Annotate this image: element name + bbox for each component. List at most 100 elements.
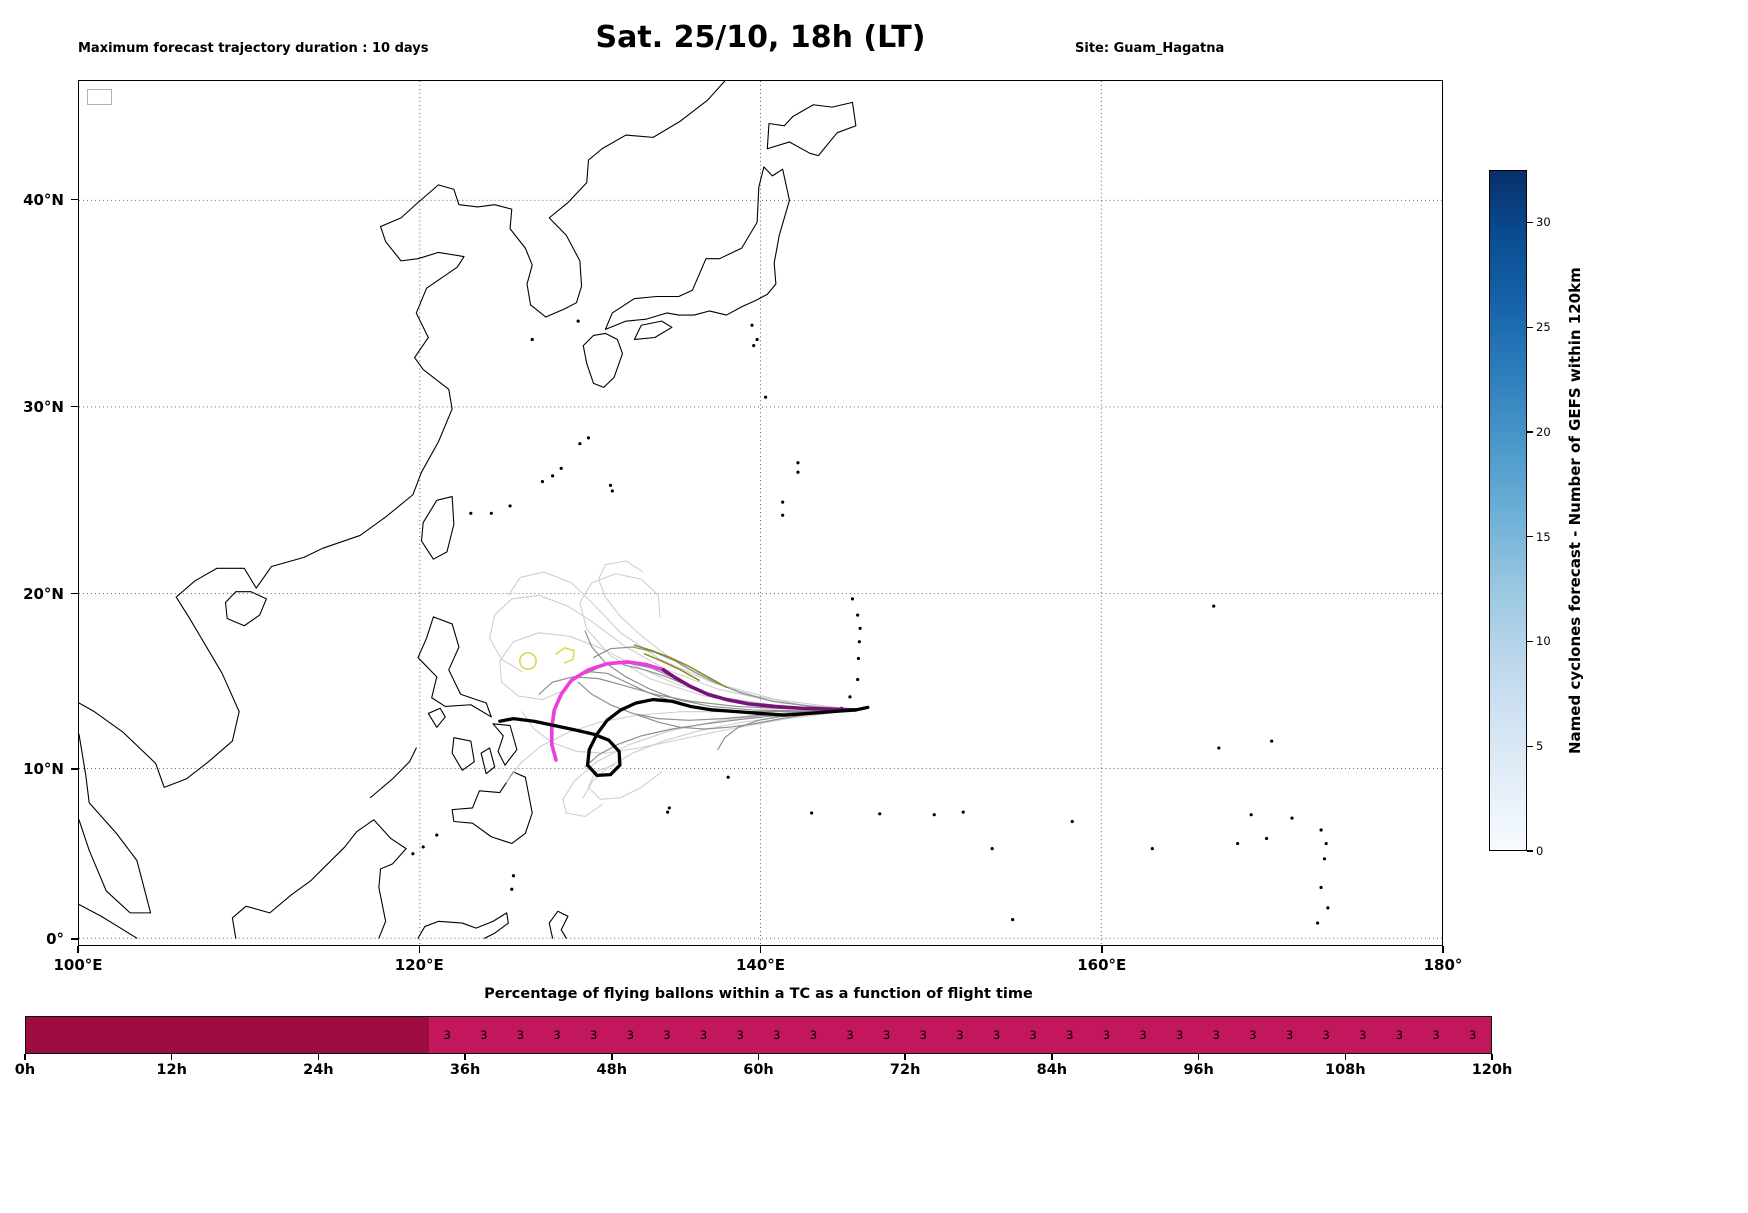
island-dot xyxy=(990,847,994,851)
island-dot xyxy=(511,874,516,878)
colorbar-tick-mark xyxy=(1527,640,1533,643)
bar-value-label: 3 xyxy=(1359,1028,1367,1042)
bar-tick-label: 108h xyxy=(1325,1062,1366,1078)
island-dot xyxy=(1249,813,1253,817)
island-dot xyxy=(559,466,563,470)
bar-tick-label: 12h xyxy=(156,1062,187,1078)
coastline-path xyxy=(492,723,518,766)
bar-value-label: 3 xyxy=(1176,1028,1184,1042)
bar-tick-label: 48h xyxy=(596,1062,628,1078)
coastline-path xyxy=(480,747,496,775)
bar-tick-label: 120h xyxy=(1471,1062,1513,1078)
island-dot xyxy=(750,323,754,327)
bar-value-label: 3 xyxy=(626,1028,634,1042)
lon-tick-label: 140°E xyxy=(735,956,786,974)
bar-value-label: 3 xyxy=(919,1028,927,1042)
coastline-path xyxy=(417,616,492,718)
coastline-path xyxy=(79,733,152,914)
island-dot xyxy=(1270,739,1274,743)
island-dot xyxy=(781,500,785,504)
bottom-bar-chart: 3 3 3 3 3 3 3 3 3 3 3 3 3 3 3 3 3 3 3 3 3 3 3 3 3 3 3 3 3 xyxy=(25,1016,1492,1054)
bar-value-label: 3 xyxy=(956,1028,964,1042)
island-dot xyxy=(848,695,852,699)
lon-tick-mark xyxy=(759,946,762,953)
colorbar-tick-mark xyxy=(1527,745,1533,747)
lat-tick-label: 40°N xyxy=(23,190,64,209)
bar-value-label: 3 xyxy=(1285,1028,1294,1042)
lon-tick-label: 100°E xyxy=(53,956,103,974)
bar-value-label: 3 xyxy=(846,1028,854,1042)
island-dot xyxy=(856,613,860,617)
trajectory-no-interception-light xyxy=(521,709,857,754)
island-dot xyxy=(1326,906,1330,910)
colorbar xyxy=(1489,170,1527,851)
island-dot xyxy=(810,811,814,815)
bar-tick-mark xyxy=(317,1054,320,1060)
lat-tick-mark xyxy=(71,938,78,940)
bar-tick-label: 96h xyxy=(1183,1062,1214,1078)
island-dot xyxy=(578,442,582,446)
bar-tick-mark xyxy=(757,1054,760,1060)
bar-tick-label: 36h xyxy=(449,1062,481,1078)
bar-value-label: 3 xyxy=(883,1028,891,1042)
bar-tick-mark xyxy=(24,1054,26,1060)
bar-value-label: 3 xyxy=(663,1028,671,1042)
coastline-path xyxy=(427,707,446,728)
colorbar-tick-mark xyxy=(1527,221,1533,223)
trajectory-trochoid-interception xyxy=(633,644,728,689)
bar-tick-mark xyxy=(1491,1054,1493,1060)
colorbar-label: Named cyclones forecast - Number of GEFS… xyxy=(1566,267,1584,754)
trajectory-no-interception xyxy=(538,676,857,711)
island-dot xyxy=(932,813,936,817)
island-dot xyxy=(508,504,512,508)
lat-tick-label: 30°N xyxy=(23,397,64,416)
coastline-path xyxy=(231,819,407,939)
yellow-loop-marker xyxy=(518,652,537,671)
island-dot xyxy=(763,395,768,399)
island-dot xyxy=(1322,857,1327,861)
bar-value-label: 3 xyxy=(590,1028,598,1042)
coastline-path xyxy=(79,81,726,788)
coastline-path xyxy=(417,912,509,939)
island-dot xyxy=(666,810,670,814)
bar-value-label: 3 xyxy=(1212,1028,1220,1042)
bar-tick-mark xyxy=(1051,1054,1053,1060)
island-dot xyxy=(551,474,555,478)
island-dot xyxy=(411,852,415,856)
island-dot xyxy=(857,640,861,644)
page-title: Sat. 25/10, 18h (LT) xyxy=(595,20,926,55)
coastline-path xyxy=(633,320,673,341)
colorbar-tick-label: 0 xyxy=(1536,844,1544,858)
lat-tick-label: 10°N xyxy=(23,760,64,779)
trajectory-no-interception-light xyxy=(507,571,857,711)
colorbar-tick-label: 10 xyxy=(1536,634,1551,649)
trajectory-trochoid-interception xyxy=(643,653,700,682)
island-dot xyxy=(796,470,800,474)
coastline-path xyxy=(451,771,533,845)
island-dot xyxy=(469,511,473,515)
bar-value-label: 3 xyxy=(1395,1028,1404,1042)
island-dot xyxy=(421,845,425,849)
island-dot xyxy=(1315,921,1320,925)
lat-tick-mark xyxy=(71,198,78,201)
colorbar-tick-mark xyxy=(1527,431,1533,433)
lon-tick-label: 120°E xyxy=(394,956,444,974)
island-dot xyxy=(1070,819,1074,824)
colorbar-tick-label: 30 xyxy=(1536,215,1551,230)
bar-tick-label: 60h xyxy=(743,1062,774,1078)
coastline-path xyxy=(582,332,624,388)
island-dot xyxy=(1236,841,1240,846)
colorbar-tick-label: 25 xyxy=(1536,320,1551,335)
trajectory-no-interception-light xyxy=(587,764,663,800)
lon-tick-mark xyxy=(77,946,79,953)
island-dot xyxy=(796,461,800,465)
bar-value-label: 3 xyxy=(736,1028,744,1042)
lat-tick-mark xyxy=(71,768,78,770)
island-dot xyxy=(1319,828,1323,832)
coastline-path xyxy=(604,166,791,330)
island-dot xyxy=(530,337,534,342)
island-dot xyxy=(510,887,514,891)
colorbar-tick-mark xyxy=(1527,536,1533,538)
colorbar-tick-mark xyxy=(1527,850,1533,852)
island-dot xyxy=(1290,816,1294,820)
